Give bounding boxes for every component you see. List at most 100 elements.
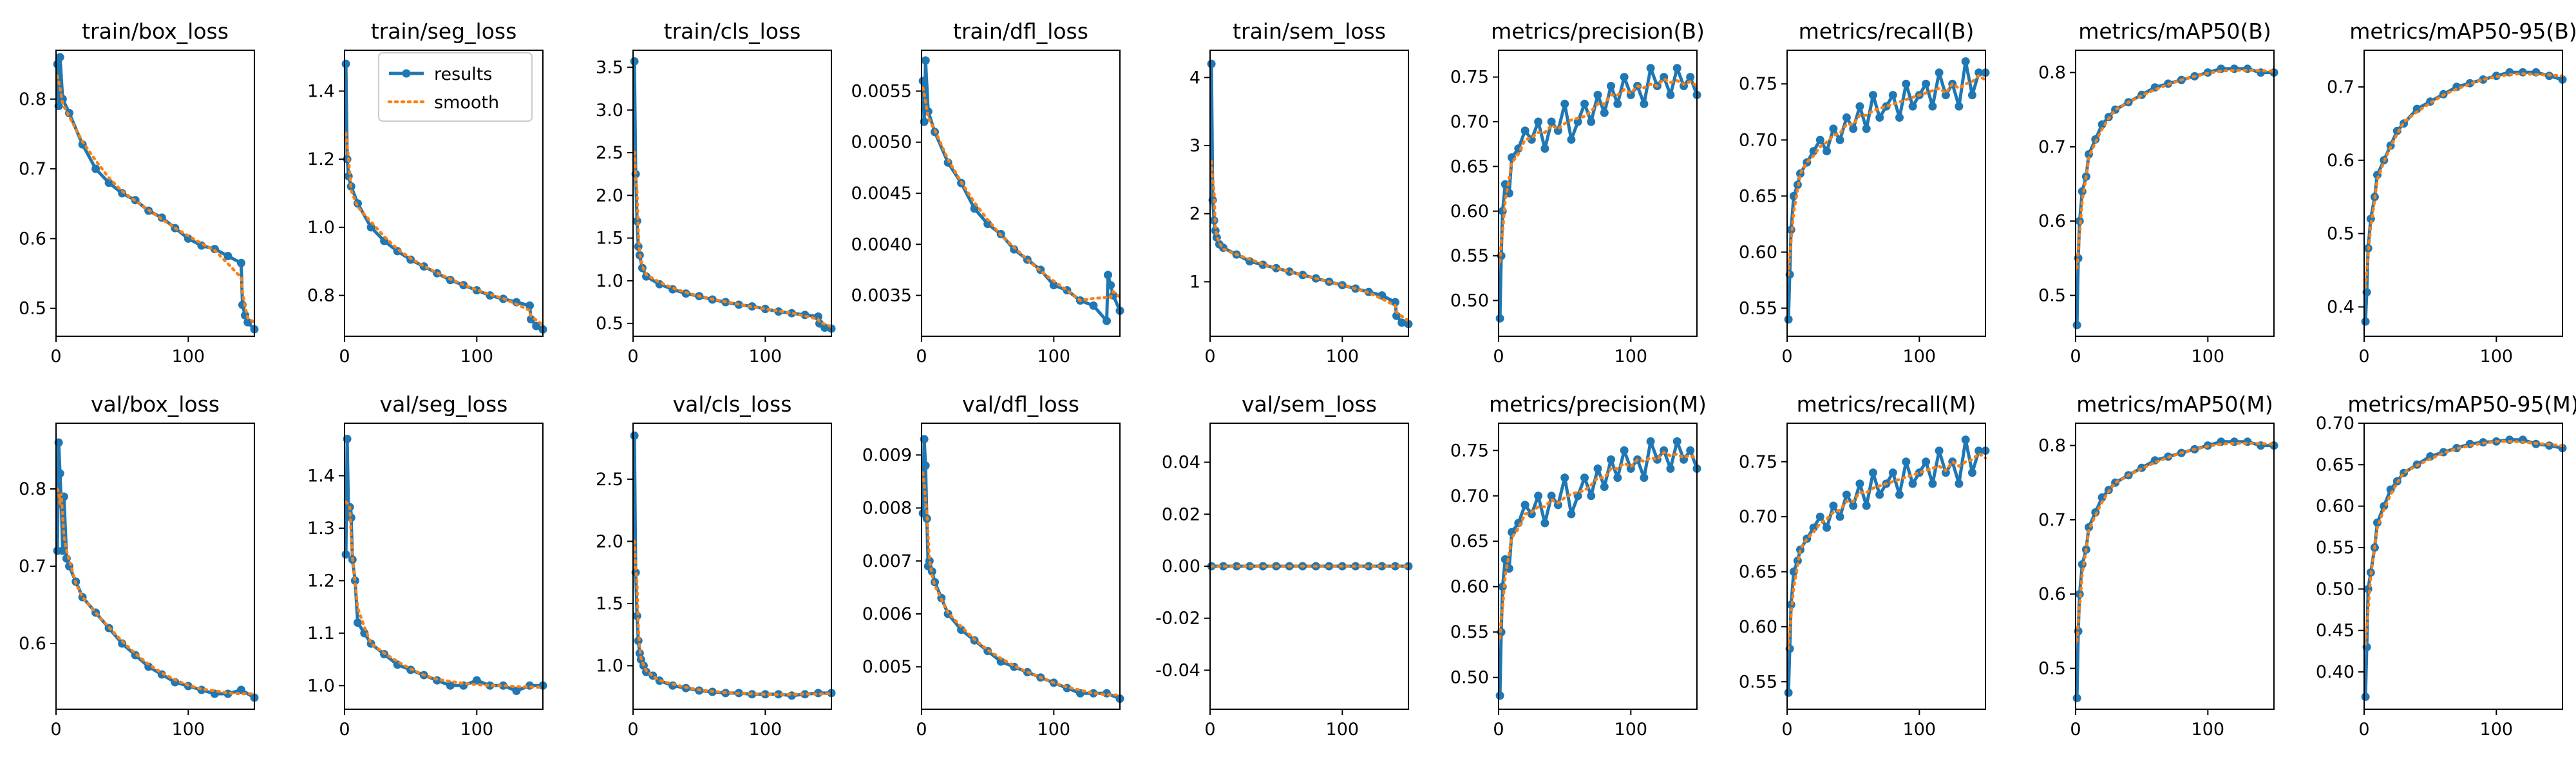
data-point <box>1862 501 1871 510</box>
data-point <box>1534 491 1543 501</box>
data-point <box>1975 68 1984 77</box>
data-point <box>1495 691 1504 700</box>
data-point <box>55 469 64 478</box>
data-point <box>1895 113 1904 122</box>
y-tick-label: 0.005 <box>862 657 912 677</box>
y-tick-label: 0.55 <box>1739 298 1777 318</box>
y-tick-label: 0.0040 <box>851 234 912 254</box>
y-tick-label: 1.1 <box>307 624 335 644</box>
y-tick-label: 0.60 <box>1450 202 1489 222</box>
results-line <box>55 55 256 330</box>
data-point <box>1961 435 1970 444</box>
x-tick-label: 0 <box>1204 347 1215 367</box>
panel-train-seg-loss: train/seg_loss 0 100 0.8 1.0 1.2 1.4 <box>307 19 547 367</box>
chart-title: train/box_loss <box>82 19 229 44</box>
y-tick-label: 0.6 <box>2038 211 2066 231</box>
results-line <box>921 437 1121 700</box>
y-tick-label: 0.60 <box>1739 617 1777 637</box>
x-tick-label: 0 <box>2358 347 2369 367</box>
chart-title: metrics/recall(M) <box>1797 392 1976 417</box>
data-point <box>498 681 507 690</box>
y-tick-label: 1.0 <box>307 218 335 238</box>
data-point <box>957 625 966 635</box>
smooth-line <box>344 500 545 689</box>
axes-frame <box>921 50 1121 337</box>
data-point <box>1784 688 1793 697</box>
chart-title: metrics/precision(B) <box>1491 19 1705 44</box>
y-tick-label: 0.8 <box>19 90 46 110</box>
data-point <box>1540 144 1549 153</box>
results-line <box>921 59 1122 323</box>
results-line <box>1498 439 1699 696</box>
data-point <box>1620 446 1629 455</box>
y-tick-label: 2.0 <box>596 186 623 205</box>
smooth-line <box>921 86 1122 302</box>
y-tick-label: 0.50 <box>2316 579 2354 599</box>
x-tick-label: 0 <box>916 720 927 740</box>
chart-title: val/sem_loss <box>1242 392 1377 417</box>
y-tick-label: 0.60 <box>1450 577 1489 597</box>
panel-metrics-recall-m: metrics/recall(M) 0 100 0.55 0.60 0.65 0.70 0.7… <box>1739 392 1990 740</box>
data-point <box>1835 135 1844 144</box>
y-tick-label: 0.02 <box>1162 504 1200 524</box>
data-point <box>1922 457 1931 466</box>
data-point <box>1613 99 1622 108</box>
data-point <box>1888 468 1897 477</box>
y-tick-label: 0.7 <box>2038 510 2066 530</box>
data-point <box>918 77 927 86</box>
axes-frame <box>1786 423 1986 710</box>
data-point <box>1520 126 1530 135</box>
smooth-line <box>1786 73 1987 276</box>
y-tick-label: 3.5 <box>596 58 623 78</box>
y-tick-label: 0.70 <box>1450 486 1489 506</box>
y-tick-label: 0.60 <box>2316 497 2354 517</box>
panel-val-sem-loss: val/sem_loss 0 100 -0.04 -0.02 0.00 0.02 0.04 <box>1155 392 1413 740</box>
y-tick-label: 0.65 <box>1450 157 1489 177</box>
legend-smooth-label: smooth <box>434 93 499 113</box>
data-point <box>1935 446 1944 455</box>
data-point <box>630 57 639 66</box>
x-tick-label: 100 <box>1903 720 1937 740</box>
y-tick-label: 1.2 <box>307 571 335 591</box>
x-tick-label: 0 <box>1781 347 1792 367</box>
results-line <box>632 435 831 698</box>
data-point <box>1580 473 1589 482</box>
axes-frame <box>55 423 255 710</box>
panel-metrics-map50-95-b: metrics/mAP50-95(B) 0 100 0.4 0.5 0.6 0.7 <box>2327 19 2576 367</box>
data-point <box>1049 281 1058 290</box>
x-tick-label: 0 <box>1781 720 1792 740</box>
data-point <box>1593 90 1602 99</box>
x-tick-label: 100 <box>460 347 494 367</box>
data-point <box>2098 120 2107 129</box>
y-tick-label: 0.55 <box>1450 246 1489 266</box>
x-tick-label: 0 <box>50 347 61 367</box>
y-tick-label: 0.55 <box>2316 538 2354 558</box>
y-tick-label: 0.45 <box>2316 621 2354 641</box>
results-line <box>1209 64 1409 326</box>
smooth-line <box>1786 452 1987 651</box>
axes-frame <box>344 50 544 337</box>
data-point <box>1600 108 1609 117</box>
data-point <box>1600 482 1609 491</box>
chart-title: metrics/mAP50(B) <box>2078 19 2271 44</box>
panel-train-cls-loss: train/cls_loss 0 100 0.5 1.0 1.5 2.0 2.5 3.0 3.5 <box>596 19 836 367</box>
x-tick-label: 100 <box>1037 720 1071 740</box>
smooth-line <box>344 131 545 327</box>
y-tick-label: 1.5 <box>596 229 623 249</box>
data-point <box>1829 124 1838 133</box>
y-tick-label: 2.5 <box>596 143 623 163</box>
data-point <box>814 312 822 321</box>
data-point <box>104 178 113 187</box>
chart-title: metrics/recall(B) <box>1799 19 1975 44</box>
data-point <box>925 557 934 566</box>
data-point <box>1672 64 1681 73</box>
y-tick-label: 0.65 <box>1450 531 1489 551</box>
data-point <box>1955 102 1964 111</box>
axes-frame <box>2075 50 2275 337</box>
data-point <box>630 431 639 440</box>
data-point <box>1902 457 1911 466</box>
y-tick-label: 3.0 <box>596 100 623 120</box>
data-point <box>1928 102 1937 111</box>
data-point <box>1855 102 1864 111</box>
smooth-line <box>1498 450 1699 640</box>
